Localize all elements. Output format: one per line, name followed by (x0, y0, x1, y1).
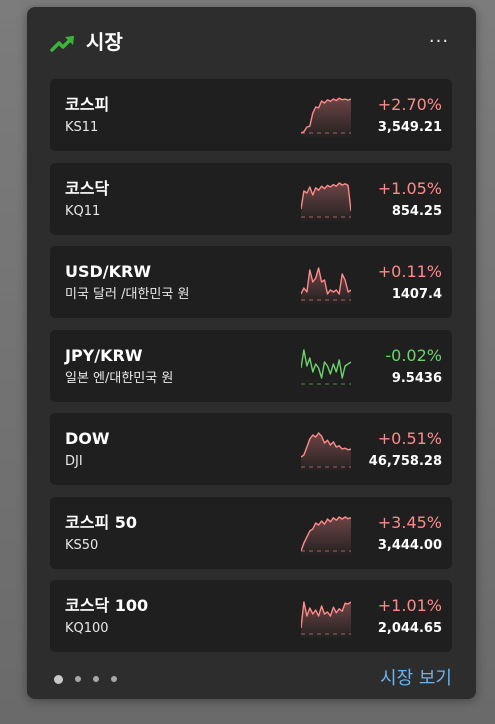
widget-title: 시장 (86, 30, 123, 54)
page-dot[interactable] (111, 676, 117, 682)
market-symbol: 일본 엔/대한민국 원 (65, 371, 174, 386)
more-options-button[interactable]: ··· (428, 31, 450, 52)
market-symbol: KS50 (65, 538, 99, 553)
widget-header: 시장 ··· (27, 7, 476, 77)
market-price: 2,044.65 (377, 621, 442, 636)
sparkline-line (301, 349, 351, 379)
change-percent: -0.02% (385, 346, 442, 365)
market-price: 854.25 (391, 204, 442, 219)
market-symbol: DJI (65, 454, 83, 469)
change-percent: +1.05% (377, 179, 442, 198)
sparkline-area (301, 517, 351, 555)
market-card[interactable]: 코스닥 100 KQ100 +1.01% 2,044.65 (50, 580, 452, 652)
sparkline-chart (301, 601, 351, 638)
trending-up-icon (50, 36, 74, 52)
change-percent: +3.45% (377, 513, 442, 532)
market-card[interactable]: DOW DJI +0.51% 46,758.28 (50, 413, 452, 485)
market-card[interactable]: 코스피 50 KS50 +3.45% 3,444.00 (50, 497, 452, 569)
market-price: 46,758.28 (368, 454, 442, 469)
market-card[interactable]: JPY/KRW 일본 엔/대한민국 원 -0.02% 9.5436 (50, 330, 452, 402)
sparkline-chart (301, 182, 351, 221)
sparkline-chart (301, 97, 351, 137)
market-price: 3,549.21 (377, 120, 442, 135)
page-dot[interactable] (54, 674, 63, 684)
sparkline-line (301, 97, 351, 134)
change-percent: +1.01% (377, 596, 442, 615)
market-card[interactable]: 코스닥 KQ11 +1.05% 854.25 (50, 163, 452, 235)
market-symbol: KS11 (65, 120, 99, 135)
sparkline-chart (301, 432, 351, 471)
sparkline-area (301, 268, 351, 304)
sparkline-area (301, 183, 351, 221)
market-price: 3,444.00 (377, 538, 442, 553)
market-name: DOW (65, 429, 110, 448)
page-dot[interactable] (93, 676, 99, 682)
market-name: 코스피 (65, 95, 110, 114)
change-percent: +0.11% (377, 262, 442, 281)
page-indicator (54, 672, 129, 686)
sparkline-line (301, 516, 351, 552)
sparkline-chart (301, 516, 351, 555)
market-symbol: KQ100 (65, 621, 109, 636)
widget-footer: 시장 보기 (27, 659, 476, 699)
market-widget: 시장 ··· 코스피 KS11 +2.70% 3,549.21 코스닥 KQ11 +1.05… (27, 7, 476, 699)
sparkline-chart (301, 267, 351, 304)
market-price: 9.5436 (391, 371, 442, 386)
sparkline-line (301, 267, 351, 295)
page-dot[interactable] (75, 676, 81, 682)
market-price: 1407.4 (391, 287, 442, 302)
market-card[interactable]: 코스피 KS11 +2.70% 3,549.21 (50, 79, 452, 151)
sparkline-area (301, 98, 351, 137)
sparkline-area (301, 433, 351, 471)
see-market-link[interactable]: 시장 보기 (380, 668, 452, 689)
change-percent: +2.70% (377, 95, 442, 114)
sparkline-line (301, 432, 351, 458)
sparkline-area (301, 602, 351, 638)
change-percent: +0.51% (377, 429, 442, 448)
market-name: 코스닥 100 (65, 596, 149, 615)
market-symbol: 미국 달러 /대한민국 원 (65, 287, 190, 302)
market-name: USD/KRW (65, 262, 152, 281)
market-name: JPY/KRW (65, 346, 143, 365)
market-card[interactable]: USD/KRW 미국 달러 /대한민국 원 +0.11% 1407.4 (50, 246, 452, 318)
market-symbol: KQ11 (65, 204, 101, 219)
market-name: 코스닥 (65, 179, 110, 198)
sparkline-chart (301, 349, 351, 385)
sparkline-line (301, 601, 351, 629)
sparkline-line (301, 182, 351, 212)
market-name: 코스피 50 (65, 513, 137, 532)
